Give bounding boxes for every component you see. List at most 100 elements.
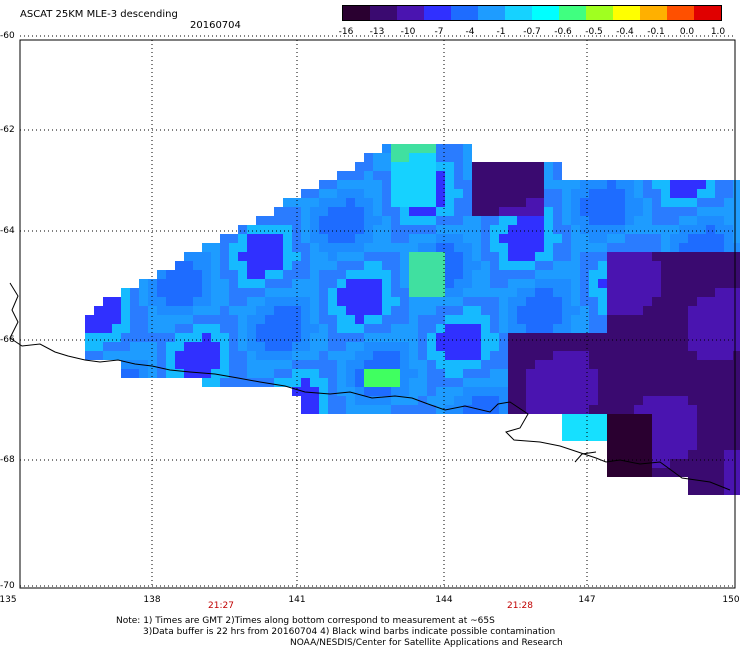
swath-pixel bbox=[724, 243, 733, 252]
swath-pixel bbox=[472, 225, 481, 234]
swath-pixel bbox=[364, 153, 373, 162]
swath-pixel bbox=[625, 378, 634, 387]
swath-pixel bbox=[724, 216, 733, 225]
swath-pixel bbox=[436, 252, 445, 261]
swath-pixel bbox=[373, 324, 382, 333]
swath-pixel bbox=[733, 450, 740, 459]
swath-pixel bbox=[139, 306, 148, 315]
swath-pixel bbox=[85, 315, 94, 324]
swath-pixel bbox=[589, 378, 598, 387]
swath-pixel bbox=[382, 405, 391, 414]
swath-pixel bbox=[544, 360, 553, 369]
swath-pixel bbox=[490, 243, 499, 252]
swath-pixel bbox=[292, 333, 301, 342]
swath-pixel bbox=[373, 234, 382, 243]
swath-pixel bbox=[688, 279, 697, 288]
swath-pixel bbox=[283, 351, 292, 360]
swath-pixel bbox=[382, 297, 391, 306]
swath-pixel bbox=[265, 279, 274, 288]
swath-pixel bbox=[202, 306, 211, 315]
swath-pixel bbox=[139, 315, 148, 324]
swath-pixel bbox=[265, 306, 274, 315]
swath-pixel bbox=[310, 198, 319, 207]
swath-pixel bbox=[274, 333, 283, 342]
swath-pixel bbox=[715, 288, 724, 297]
swath-pixel bbox=[436, 243, 445, 252]
swath-pixel bbox=[292, 306, 301, 315]
swath-pixel bbox=[607, 207, 616, 216]
swath-pixel bbox=[598, 180, 607, 189]
swath-pixel bbox=[265, 315, 274, 324]
swath-pixel bbox=[445, 153, 454, 162]
swath-pixel bbox=[643, 261, 652, 270]
swath-pixel bbox=[373, 342, 382, 351]
swath-pixel bbox=[616, 378, 625, 387]
swath-pixel bbox=[526, 162, 535, 171]
swath-pixel bbox=[418, 252, 427, 261]
swath-pixel bbox=[301, 351, 310, 360]
swath-pixel bbox=[274, 306, 283, 315]
swath-pixel bbox=[526, 333, 535, 342]
swath-pixel bbox=[445, 306, 454, 315]
swath-pixel bbox=[292, 297, 301, 306]
swath-pixel bbox=[679, 405, 688, 414]
swath-pixel bbox=[580, 252, 589, 261]
swath-pixel bbox=[679, 279, 688, 288]
swath-pixel bbox=[121, 306, 130, 315]
swath-pixel bbox=[229, 306, 238, 315]
swath-pixel bbox=[427, 387, 436, 396]
swath-pixel bbox=[193, 252, 202, 261]
swath-pixel bbox=[472, 171, 481, 180]
swath-pixel bbox=[301, 270, 310, 279]
color-bar-segment bbox=[478, 6, 505, 20]
swath-pixel bbox=[85, 351, 94, 360]
map-date: 20160704 bbox=[190, 20, 241, 31]
swath-pixel bbox=[634, 180, 643, 189]
swath-pixel bbox=[400, 342, 409, 351]
swath-pixel bbox=[391, 378, 400, 387]
swath-pixel bbox=[175, 351, 184, 360]
swath-pixel bbox=[256, 243, 265, 252]
swath-pixel bbox=[553, 342, 562, 351]
swath-pixel bbox=[616, 333, 625, 342]
swath-pixel bbox=[688, 252, 697, 261]
swath-pixel bbox=[148, 333, 157, 342]
swath-pixel bbox=[562, 414, 571, 423]
swath-pixel bbox=[436, 324, 445, 333]
swath-pixel bbox=[481, 324, 490, 333]
swath-pixel bbox=[112, 306, 121, 315]
swath-pixel bbox=[625, 360, 634, 369]
swath-pixel bbox=[688, 351, 697, 360]
swath-pixel bbox=[220, 243, 229, 252]
swath-pixel bbox=[355, 396, 364, 405]
swath-pixel bbox=[373, 189, 382, 198]
swath-pixel bbox=[652, 441, 661, 450]
swath-pixel bbox=[148, 315, 157, 324]
swath-pixel bbox=[175, 369, 184, 378]
swath-pixel bbox=[634, 441, 643, 450]
swath-pixel bbox=[679, 468, 688, 477]
swath-pixel bbox=[661, 324, 670, 333]
swath-pixel bbox=[697, 180, 706, 189]
swath-pixel bbox=[364, 324, 373, 333]
swath-pixel bbox=[697, 441, 706, 450]
swath-pixel bbox=[652, 423, 661, 432]
swath-pixel bbox=[706, 234, 715, 243]
swath-pixel bbox=[220, 297, 229, 306]
swath-pixel bbox=[607, 423, 616, 432]
swath-pixel bbox=[202, 342, 211, 351]
swath-pixel bbox=[355, 270, 364, 279]
swath-pixel bbox=[445, 243, 454, 252]
swath-pixel bbox=[580, 351, 589, 360]
swath-pixel bbox=[481, 396, 490, 405]
swath-pixel bbox=[679, 351, 688, 360]
swath-pixel bbox=[616, 198, 625, 207]
swath-pixel bbox=[490, 297, 499, 306]
swath-pixel bbox=[697, 423, 706, 432]
swath-pixel bbox=[697, 225, 706, 234]
swath-pixel bbox=[733, 207, 740, 216]
swath-pixel bbox=[616, 216, 625, 225]
swath-pixel bbox=[517, 243, 526, 252]
swath-pixel bbox=[625, 243, 634, 252]
swath-pixel bbox=[544, 225, 553, 234]
